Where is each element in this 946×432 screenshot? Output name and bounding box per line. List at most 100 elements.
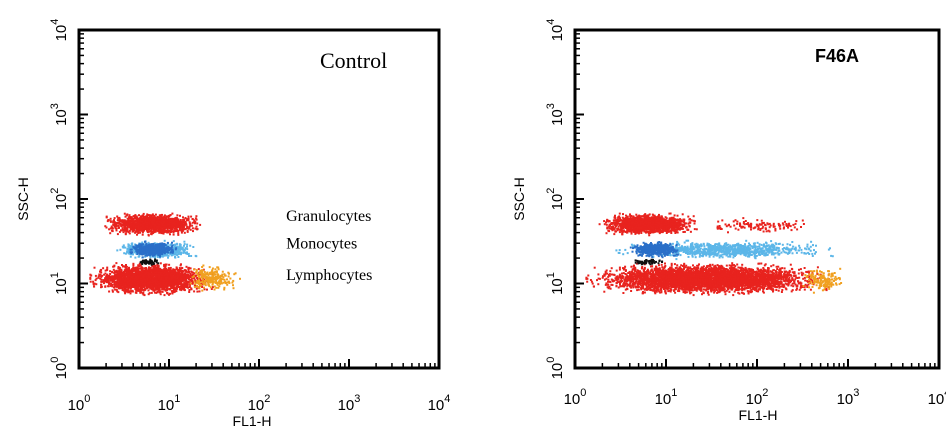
data-point xyxy=(163,242,166,245)
data-point xyxy=(180,283,183,285)
data-point xyxy=(167,245,170,248)
data-point xyxy=(178,286,180,288)
data-point xyxy=(154,244,157,247)
data-point xyxy=(126,229,129,232)
data-point xyxy=(137,271,140,274)
data-point xyxy=(133,227,136,230)
data-point xyxy=(139,291,142,294)
data-point xyxy=(159,217,162,220)
data-point xyxy=(176,229,179,232)
data-point xyxy=(177,233,180,236)
data-point xyxy=(117,266,120,268)
data-point xyxy=(179,219,182,221)
data-point xyxy=(100,271,103,274)
data-point xyxy=(130,246,133,249)
data-point xyxy=(151,213,154,216)
data-point xyxy=(143,220,146,223)
data-point xyxy=(124,228,127,231)
data-point xyxy=(105,281,108,284)
data-point xyxy=(161,247,164,250)
data-point xyxy=(139,223,142,226)
data-point xyxy=(123,284,126,287)
data-point xyxy=(134,225,137,228)
data-point xyxy=(162,226,165,229)
data-point xyxy=(171,212,174,215)
data-point xyxy=(151,243,154,246)
data-point xyxy=(161,220,164,223)
data-point xyxy=(164,247,166,250)
data-point xyxy=(124,292,127,295)
data-point xyxy=(97,275,100,278)
data-point xyxy=(179,225,182,228)
data-point xyxy=(160,223,163,225)
data-point xyxy=(155,227,158,230)
data-point xyxy=(162,231,165,233)
data-point xyxy=(156,263,159,266)
data-point xyxy=(187,252,190,255)
data-point xyxy=(112,223,115,226)
data-point xyxy=(136,246,139,249)
data-point xyxy=(128,229,131,232)
data-point xyxy=(125,214,128,217)
data-point xyxy=(175,224,178,227)
data-point xyxy=(193,219,196,222)
data-point xyxy=(156,290,159,293)
data-point xyxy=(201,286,204,288)
data-point xyxy=(144,268,147,271)
data-point xyxy=(188,221,191,224)
data-point xyxy=(113,278,116,280)
data-point xyxy=(160,253,163,255)
data-point xyxy=(132,223,135,226)
data-point xyxy=(141,253,144,255)
data-point xyxy=(137,232,140,235)
data-point xyxy=(159,252,162,255)
data-point xyxy=(184,251,186,254)
data-point xyxy=(194,217,197,220)
data-point xyxy=(181,271,184,274)
data-point xyxy=(161,217,164,220)
data-point xyxy=(141,223,143,226)
data-point xyxy=(127,223,130,226)
data-point xyxy=(162,218,165,220)
data-point xyxy=(142,249,145,252)
data-point xyxy=(131,251,134,254)
data-point xyxy=(138,246,141,249)
data-point xyxy=(189,228,192,231)
data-point xyxy=(183,244,185,247)
data-point xyxy=(145,253,148,256)
data-point xyxy=(121,221,124,224)
data-point xyxy=(150,247,153,250)
data-point xyxy=(114,280,117,283)
data-point xyxy=(113,225,116,228)
data-point xyxy=(141,220,144,223)
data-point xyxy=(131,218,134,221)
data-point xyxy=(143,243,146,246)
data-point xyxy=(183,231,186,234)
data-point xyxy=(124,265,127,268)
data-point xyxy=(171,222,174,225)
data-point xyxy=(126,272,129,275)
data-point xyxy=(135,220,138,223)
data-point xyxy=(183,222,186,225)
data-point xyxy=(180,224,182,227)
data-point xyxy=(147,241,150,244)
data-point xyxy=(155,221,158,224)
data-point xyxy=(114,276,116,279)
data-point xyxy=(109,232,112,235)
data-point xyxy=(184,247,187,250)
data-point xyxy=(104,278,107,281)
data-point xyxy=(138,248,140,251)
data-point xyxy=(118,217,120,220)
data-point xyxy=(169,253,172,255)
data-point xyxy=(124,273,127,276)
data-point xyxy=(163,252,166,255)
data-point xyxy=(141,233,144,236)
data-point xyxy=(116,279,119,282)
data-point xyxy=(117,226,120,229)
data-point xyxy=(163,250,166,253)
data-point xyxy=(175,275,178,278)
data-point xyxy=(153,254,156,257)
data-point xyxy=(117,291,120,294)
data-point xyxy=(136,251,139,253)
data-point xyxy=(146,246,149,249)
